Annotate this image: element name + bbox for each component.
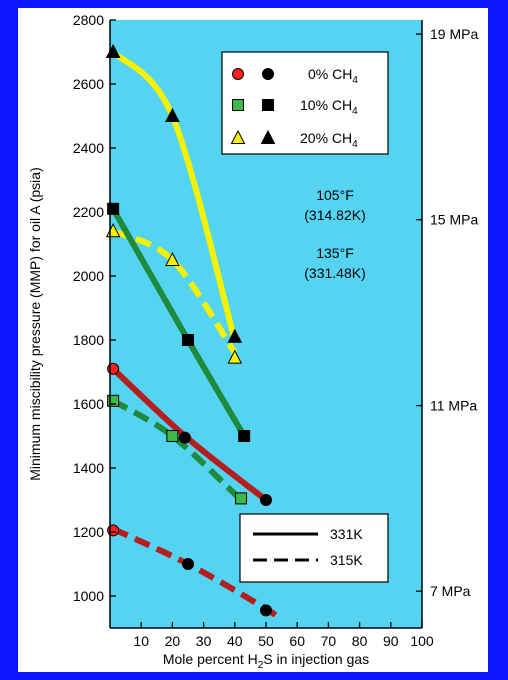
y2-tick-label-1: 11 MPa bbox=[430, 398, 477, 414]
y-tick-label-7: 2400 bbox=[73, 140, 104, 156]
x-tick-label-0: 10 bbox=[133, 633, 149, 649]
data-point-square-9 bbox=[107, 394, 120, 407]
data-point-triangle-4 bbox=[165, 251, 180, 266]
temperature-annotations: 105°F (314.82K) 135°F (331.48K) bbox=[304, 187, 365, 281]
data-point-triangle-1 bbox=[165, 107, 180, 122]
marker-legend: 0% CH4 10% CH4 20% CH4 bbox=[221, 51, 389, 155]
curve-20ch4-dashed bbox=[111, 228, 238, 355]
y-tick-label-3: 1600 bbox=[73, 396, 104, 412]
y-tick-label-4: 1800 bbox=[73, 332, 104, 348]
data-point-square-6 bbox=[107, 202, 120, 215]
data-point-triangle-2 bbox=[227, 328, 243, 343]
data-point-square-10 bbox=[166, 430, 179, 442]
curve-20ch4-solid bbox=[110, 49, 238, 341]
legend-label-0: 0% CH4 bbox=[308, 66, 358, 86]
y-tick-label-2: 1400 bbox=[73, 460, 104, 476]
x-tick-label-6: 70 bbox=[321, 633, 337, 649]
data-point-circle-16 bbox=[182, 558, 194, 570]
marker-legend-box bbox=[221, 51, 389, 155]
y2-tick-label-3: 19 MPa bbox=[430, 26, 478, 42]
data-point-circle-17 bbox=[260, 604, 272, 617]
y-tick-label-0: 1000 bbox=[73, 588, 104, 604]
y-tick-label-9: 2800 bbox=[73, 12, 104, 28]
data-point-square-7 bbox=[182, 334, 194, 346]
x-tick-labels: 10 20 30 40 50 60 70 80 90 100 bbox=[133, 633, 433, 649]
legend-open-square-icon bbox=[232, 99, 244, 111]
legend-label-1: 10% CH4 bbox=[300, 97, 358, 117]
y-tick-label-5: 2000 bbox=[73, 268, 104, 284]
annotation-135f: 135°F bbox=[316, 245, 354, 261]
x-tick-label-2: 30 bbox=[196, 633, 212, 649]
x-tick-label-3: 40 bbox=[227, 633, 243, 649]
legend-open-circle-icon bbox=[232, 68, 244, 80]
y2-tick-labels: 7 MPa 11 MPa 15 MPa 19 MPa bbox=[430, 26, 478, 599]
y-axis-label: Minimum miscibility pressure (MMP) for o… bbox=[27, 167, 43, 481]
legend-filled-circle-icon bbox=[262, 68, 274, 80]
annotation-314k: (314.82K) bbox=[304, 207, 365, 223]
y-tick-label-8: 2600 bbox=[73, 76, 104, 92]
y-tick-label-6: 2200 bbox=[73, 204, 104, 220]
curve-0ch4-dashed bbox=[111, 526, 281, 621]
x-tick-label-8: 90 bbox=[383, 633, 399, 649]
axes bbox=[109, 19, 423, 629]
legend-label-2: 20% CH4 bbox=[300, 130, 358, 150]
legend-open-triangle-icon bbox=[230, 129, 246, 144]
legend-filled-square-icon bbox=[262, 99, 274, 111]
x-tick-label-9: 100 bbox=[410, 633, 434, 649]
legend-filled-triangle-icon bbox=[260, 129, 276, 144]
y2-tick-label-0: 7 MPa bbox=[430, 583, 471, 599]
legend-331k: 331K bbox=[330, 526, 363, 542]
x-tick-label-4: 50 bbox=[258, 633, 274, 649]
annotation-105f: 105°F bbox=[316, 187, 354, 203]
data-point-triangle-5 bbox=[227, 349, 243, 364]
legend-315k: 315K bbox=[330, 552, 363, 568]
y-tick-labels: 1000 1200 1400 1600 1800 2000 2200 2400 2600 2800 bbox=[73, 12, 104, 604]
line-style-legend: 331K 315K bbox=[239, 513, 389, 583]
x-tick-label-1: 20 bbox=[165, 633, 181, 649]
data-point-circle-13 bbox=[178, 431, 191, 444]
x-tick-label-5: 60 bbox=[289, 633, 305, 649]
line-legend-box bbox=[239, 513, 389, 583]
data-point-square-11 bbox=[235, 492, 248, 505]
y-tick-label-1: 1200 bbox=[73, 524, 104, 540]
y2-tick-label-2: 15 MPa bbox=[430, 212, 478, 228]
data-point-circle-14 bbox=[260, 494, 272, 506]
x-tick-label-7: 80 bbox=[352, 633, 368, 649]
data-point-square-8 bbox=[238, 430, 251, 442]
annotation-331k: (331.48K) bbox=[304, 265, 365, 281]
x-axis-label: Mole percent H2S in injection gas bbox=[163, 651, 369, 671]
